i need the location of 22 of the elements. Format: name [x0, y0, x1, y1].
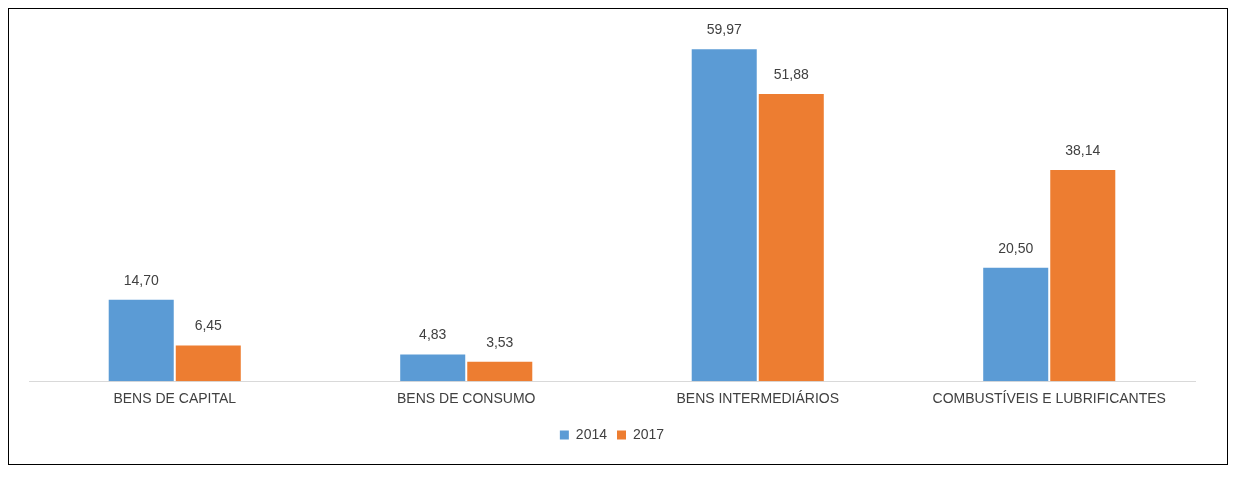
bar: [175, 345, 241, 382]
bar: [691, 49, 757, 382]
x-tick-label: BENS DE CAPITAL: [113, 390, 237, 407]
bar: [467, 361, 533, 382]
bar: [983, 267, 1049, 382]
bar: [1050, 170, 1116, 382]
data-label: 51,88: [773, 65, 809, 82]
bar: [108, 299, 174, 382]
legend-label: 2014: [575, 425, 608, 442]
legend-label: 2017: [633, 425, 665, 442]
x-tick-label: COMBUSTÍVEIS E LUBRIFICANTES: [932, 390, 1166, 407]
x-tick-label: BENS DE CONSUMO: [397, 390, 536, 407]
bar: [400, 354, 466, 382]
data-label: 4,83: [419, 326, 447, 343]
data-label: 3,53: [486, 333, 514, 350]
x-tick-label: BENS INTERMEDIÁRIOS: [676, 390, 840, 407]
data-label: 20,50: [998, 239, 1034, 256]
bar: [758, 93, 824, 382]
data-label: 14,70: [123, 271, 159, 288]
data-label: 6,45: [194, 317, 223, 334]
data-label: 38,14: [1065, 141, 1101, 158]
data-label: 59,97: [706, 21, 742, 38]
